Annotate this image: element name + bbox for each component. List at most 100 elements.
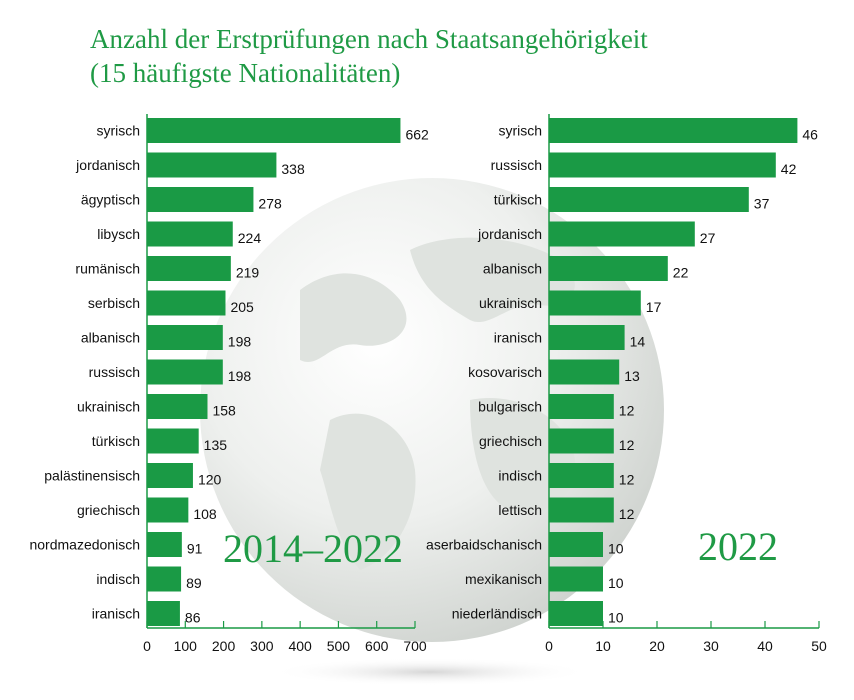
x-tick-label: 50 xyxy=(811,638,827,654)
category-label: ukrainisch xyxy=(479,295,542,311)
category-label: griechisch xyxy=(479,433,542,449)
bar xyxy=(549,463,614,488)
data-label: 205 xyxy=(230,299,254,315)
category-label: palästinensisch xyxy=(44,468,140,484)
bar xyxy=(147,463,193,488)
bar xyxy=(147,187,254,212)
category-label: libysch xyxy=(97,226,140,242)
category-label: russisch xyxy=(491,157,542,173)
bar xyxy=(147,601,180,626)
chart-panel-2022: syrisch 46 russisch 42 türkisch 37 jordanisch 2… xyxy=(426,114,827,654)
x-tick-label: 400 xyxy=(288,638,312,654)
bar xyxy=(549,187,749,212)
bar xyxy=(549,532,603,557)
category-label: bulgarisch xyxy=(478,399,542,415)
category-label: mexikanisch xyxy=(465,571,542,587)
bar xyxy=(147,325,223,350)
x-tick-label: 200 xyxy=(212,638,236,654)
data-label: 12 xyxy=(619,506,635,522)
bar xyxy=(549,325,625,350)
chart-title-line-2: (15 häufigste Nationalitäten) xyxy=(90,58,401,88)
x-tick-label: 30 xyxy=(703,638,719,654)
data-label: 12 xyxy=(619,437,635,453)
bar xyxy=(549,221,695,247)
bar xyxy=(549,428,614,454)
x-tick-label: 0 xyxy=(143,638,151,654)
category-label: lettisch xyxy=(498,502,542,518)
bar xyxy=(147,566,182,592)
data-label: 10 xyxy=(608,541,624,557)
data-label: 12 xyxy=(619,472,635,488)
data-label: 14 xyxy=(630,334,646,350)
category-label: indisch xyxy=(96,571,140,587)
category-label: albanisch xyxy=(483,261,542,277)
category-label: niederländisch xyxy=(452,606,542,622)
chart-panel-2014-2022: syrisch 662 jordanisch 338 ägyptisch 278 libys… xyxy=(29,114,429,654)
category-label: türkisch xyxy=(494,192,542,208)
x-tick-label: 300 xyxy=(250,638,274,654)
bar xyxy=(147,256,231,281)
data-label: 198 xyxy=(228,368,252,384)
data-label: 158 xyxy=(212,403,236,419)
x-tick-label: 700 xyxy=(403,638,427,654)
x-tick-label: 500 xyxy=(327,638,351,654)
bar xyxy=(549,566,603,592)
bar xyxy=(147,428,199,454)
bar xyxy=(549,118,798,143)
data-label: 91 xyxy=(187,541,203,557)
bar xyxy=(147,152,277,178)
category-label: ukrainisch xyxy=(77,399,140,415)
x-tick-label: 10 xyxy=(595,638,611,654)
category-label: syrisch xyxy=(96,123,140,139)
data-label: 120 xyxy=(198,472,222,488)
data-label: 22 xyxy=(673,265,689,281)
data-label: 108 xyxy=(193,506,217,522)
bar xyxy=(147,532,182,557)
data-label: 46 xyxy=(802,127,818,143)
bar xyxy=(549,497,614,523)
x-tick-label: 100 xyxy=(174,638,198,654)
category-label: indisch xyxy=(498,468,542,484)
category-label: iranisch xyxy=(92,606,140,622)
category-label: kosovarisch xyxy=(468,364,542,380)
data-label: 219 xyxy=(236,265,260,281)
category-label: jordanisch xyxy=(75,157,140,173)
data-label: 135 xyxy=(204,437,228,453)
data-label: 12 xyxy=(619,403,635,419)
data-label: 86 xyxy=(185,610,201,626)
data-label: 662 xyxy=(405,127,429,143)
bar xyxy=(549,152,776,178)
data-label: 338 xyxy=(281,161,305,177)
data-label: 42 xyxy=(781,161,797,177)
category-label: griechisch xyxy=(77,502,140,518)
data-label: 278 xyxy=(258,196,282,212)
bar xyxy=(549,601,603,626)
chart-title-line-1: Anzahl der Erstprüfungen nach Staatsange… xyxy=(90,24,648,54)
x-tick-label: 40 xyxy=(757,638,773,654)
bar xyxy=(549,290,641,316)
data-label: 27 xyxy=(700,230,716,246)
data-label: 37 xyxy=(754,196,770,212)
period-annotation: 2014–2022 xyxy=(223,526,403,571)
bar xyxy=(549,394,614,419)
category-label: iranisch xyxy=(494,330,542,346)
category-label: aserbaidschanisch xyxy=(426,537,542,553)
data-label: 224 xyxy=(238,230,262,246)
data-label: 10 xyxy=(608,575,624,591)
x-tick-label: 20 xyxy=(649,638,665,654)
bar xyxy=(549,359,620,385)
category-label: syrisch xyxy=(498,123,542,139)
data-label: 89 xyxy=(186,575,202,591)
bar xyxy=(147,290,226,316)
category-label: türkisch xyxy=(92,433,140,449)
category-label: ägyptisch xyxy=(81,192,140,208)
data-label: 13 xyxy=(624,368,640,384)
category-label: nordmazedonisch xyxy=(29,537,140,553)
x-tick-label: 0 xyxy=(545,638,553,654)
bar xyxy=(549,256,668,281)
bar xyxy=(147,359,223,385)
bar xyxy=(147,221,233,247)
bar xyxy=(147,118,401,143)
category-label: jordanisch xyxy=(477,226,542,242)
